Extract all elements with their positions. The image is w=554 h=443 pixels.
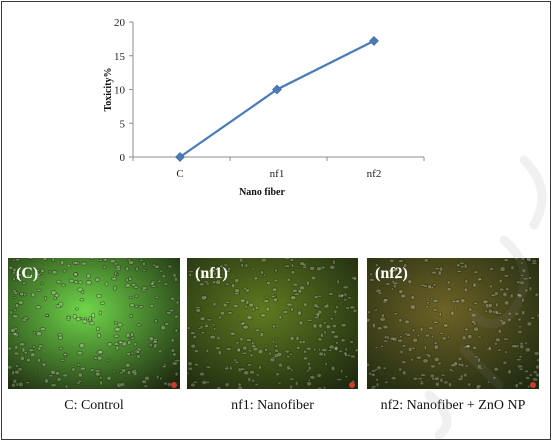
caption-nanofiber: nf1: Nanofiber — [231, 398, 314, 413]
data-point-marker — [175, 152, 185, 162]
x-tick-label: nf1 — [270, 168, 285, 180]
data-point-marker — [369, 35, 379, 46]
toxicity-line-chart: 0 5 10 15 20 C nf1 nf2 Nano fiber Toxicity% — [103, 17, 425, 198]
x-axis-title: Nano fiber — [239, 187, 285, 198]
panel-label-control: (C) — [16, 265, 39, 282]
x-tick-label: nf2 — [367, 168, 382, 180]
micrograph-control-image — [8, 258, 180, 389]
data-point-marker — [272, 84, 282, 95]
y-tick-label: 0 — [120, 152, 126, 164]
micrograph-nanofiber-zno-image — [367, 258, 539, 389]
y-tick-label: 5 — [120, 118, 126, 130]
panel-label-nanofiber-zno: (nf2) — [375, 265, 408, 282]
series-line — [179, 39, 375, 158]
x-tick-label: C — [176, 168, 183, 180]
panel-label-nanofiber: (nf1) — [195, 265, 228, 282]
y-tick-label: 20 — [114, 17, 126, 29]
micrograph-control: (C) — [8, 258, 180, 389]
y-tick-label: 15 — [114, 51, 126, 63]
micrograph-nanofiber-image — [187, 258, 358, 389]
micrograph-nanofiber: (nf1) — [187, 258, 358, 389]
caption-control: C: Control — [64, 398, 124, 413]
caption-nanofiber-zno: nf2: Nanofiber + ZnO NP — [380, 398, 526, 413]
y-tick-label: 10 — [114, 85, 126, 97]
micrograph-nanofiber-zno: (nf2) — [367, 258, 539, 389]
y-axis-title: Toxicity% — [103, 67, 114, 111]
